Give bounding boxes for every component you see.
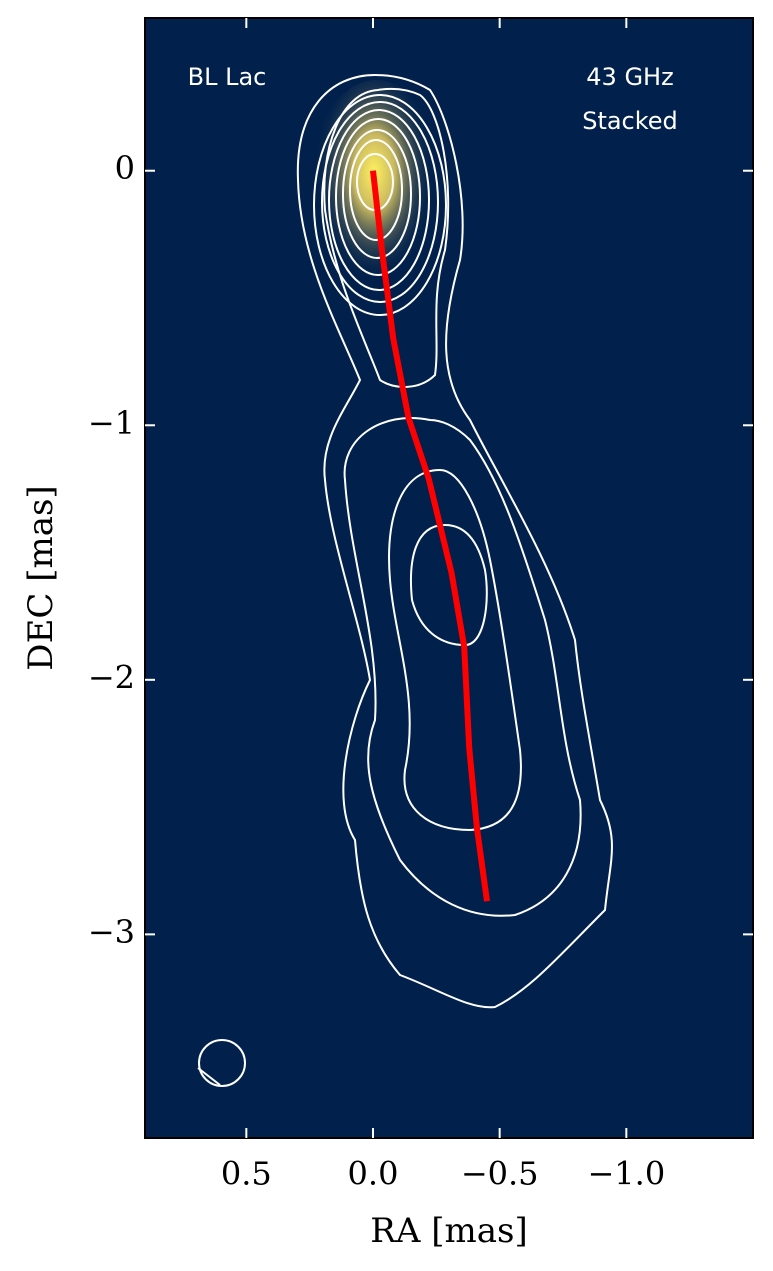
x-axis-label: RA [mas]: [370, 1211, 527, 1251]
ridge-line: [370, 170, 490, 902]
annotation: 43 GHz: [586, 63, 673, 91]
contour: [328, 109, 430, 291]
contour: [321, 101, 439, 303]
contour: [343, 417, 582, 917]
contour: [323, 87, 450, 388]
y-tick-label: −3: [88, 913, 135, 951]
x-tick-label: −0.5: [461, 1155, 539, 1193]
y-tick-label: −1: [88, 404, 135, 442]
contour: [342, 129, 412, 259]
contour: [335, 118, 421, 276]
plot-frame: [144, 17, 754, 1139]
contour: [296, 73, 613, 1009]
x-tick-label: 0.0: [348, 1155, 399, 1193]
plot-background: [145, 18, 753, 1138]
contour: [388, 468, 522, 832]
y-tick-label: 0: [115, 149, 135, 187]
annotation: BL Lac: [188, 63, 267, 91]
contour: [313, 94, 447, 316]
x-tick-label: −1.0: [587, 1155, 665, 1193]
beam-axis: [197, 1067, 221, 1086]
contour: [349, 139, 403, 241]
y-tick-label: −2: [88, 658, 135, 696]
annotation: Stacked: [582, 107, 678, 135]
x-tick-label: 0.5: [221, 1155, 272, 1193]
beam: [198, 1039, 246, 1087]
y-axis-label: DEC [mas]: [21, 485, 61, 670]
